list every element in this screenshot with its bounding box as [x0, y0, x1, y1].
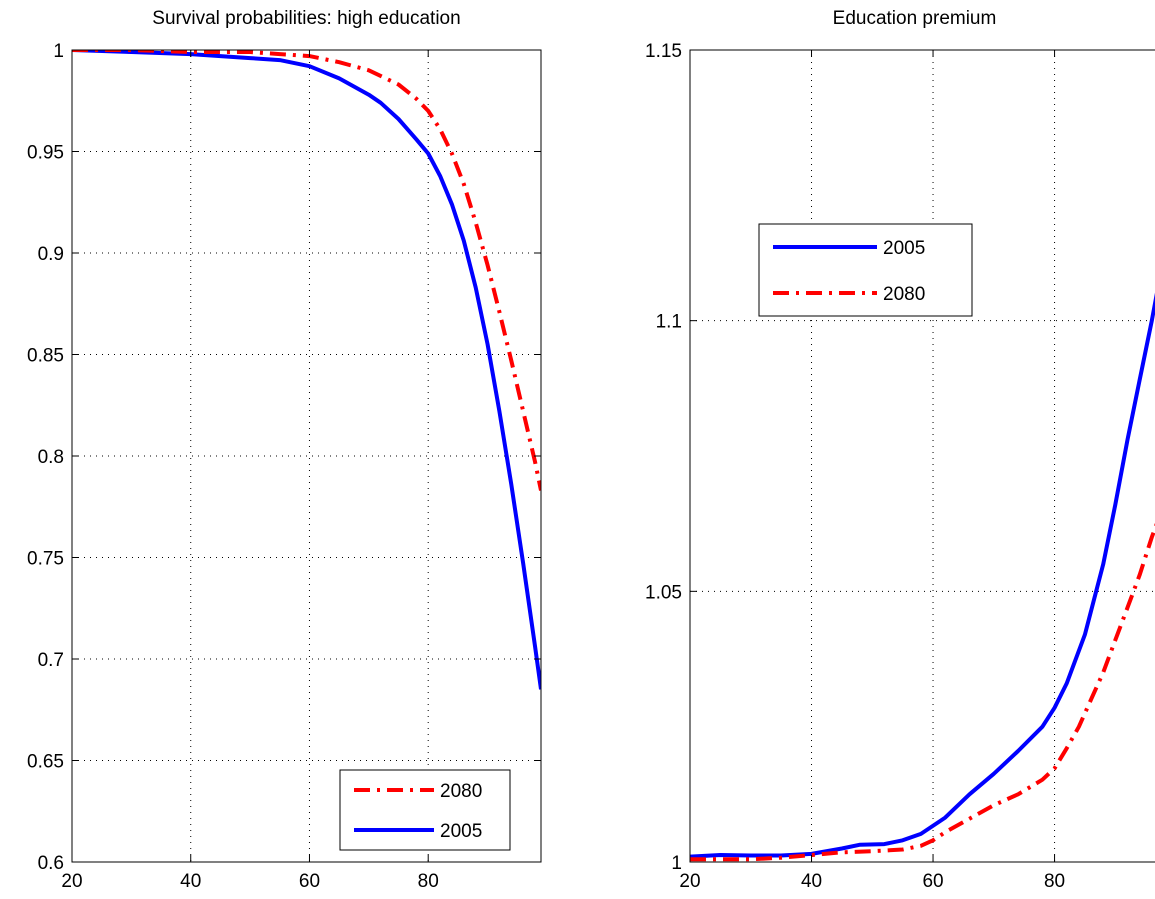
y-tick-label: 0.85 [27, 346, 64, 367]
y-tick-label: 0.75 [27, 549, 64, 570]
right-chart-panel: 20 40 60 80 1 1.05 1.1 1.15 Education premium 200… [645, 8, 1155, 892]
series-line-2005 [690, 292, 1155, 859]
x-tick-label: 60 [922, 871, 943, 892]
x-tick-label: 20 [679, 871, 700, 892]
y-tick-label: 1.1 [656, 312, 682, 333]
legend-box [758, 223, 973, 317]
x-tick-label: 80 [418, 871, 439, 892]
x-tick-label: 20 [61, 871, 82, 892]
y-tick-label: 0.8 [38, 447, 64, 468]
series-line-2080 [690, 522, 1155, 862]
legend-label-2080: 2080 [883, 284, 925, 305]
x-tick-label: 60 [299, 871, 320, 892]
y-tick-label: 1.05 [645, 582, 682, 603]
legend-box [339, 769, 511, 851]
series-line-2080 [72, 50, 541, 491]
y-tick-label: 0.7 [38, 650, 64, 671]
y-tick-label: 1 [53, 41, 64, 62]
y-tick-label: 0.9 [38, 244, 64, 265]
y-tick-label: 1 [671, 853, 682, 874]
y-tick-label: 0.95 [27, 143, 64, 164]
y-tick-label: 0.65 [27, 752, 64, 773]
legend-label-2005: 2005 [883, 238, 925, 259]
series-line-2005 [72, 50, 541, 690]
chart-title: Survival probabilities: high education [152, 8, 460, 29]
legend-label-2080: 2080 [440, 781, 482, 802]
x-tick-label: 40 [180, 871, 201, 892]
x-tick-label: 40 [801, 871, 822, 892]
legend-label-2005: 2005 [440, 821, 482, 842]
axes-frame [689, 49, 1155, 863]
y-tick-label: 0.6 [38, 853, 64, 874]
y-tick-label: 1.15 [645, 41, 682, 62]
legend: 2005 2080 [758, 223, 973, 317]
legend: 2080 2005 [339, 769, 511, 851]
left-chart-panel: 20 40 60 80 0.6 0.65 0.7 0.75 0.8 0.85 0.9 0.95 1 Sur… [27, 8, 542, 892]
x-tick-label: 80 [1044, 871, 1065, 892]
chart-title: Education premium [833, 8, 997, 29]
